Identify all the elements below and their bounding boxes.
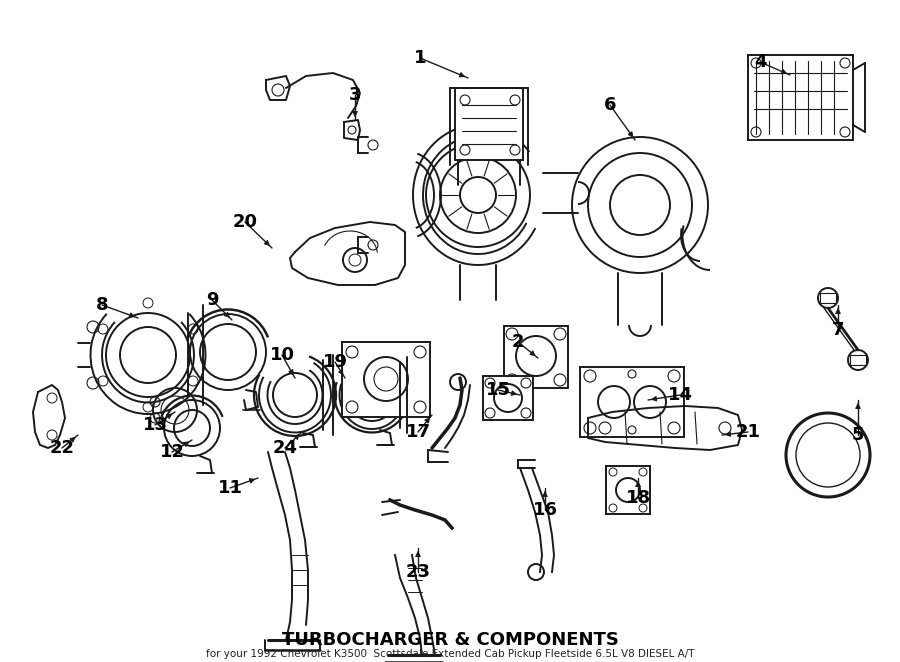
Text: 9: 9: [206, 291, 219, 309]
Text: 19: 19: [322, 353, 347, 371]
Text: 18: 18: [626, 489, 651, 507]
Text: 5: 5: [851, 426, 864, 444]
Text: 6: 6: [604, 96, 617, 114]
Text: 10: 10: [269, 346, 294, 364]
Bar: [850, 355, 866, 365]
Text: 24: 24: [273, 439, 298, 457]
Text: 21: 21: [735, 423, 760, 441]
Text: 13: 13: [142, 416, 167, 434]
Text: 23: 23: [406, 563, 430, 581]
Bar: [606, 466, 650, 514]
Bar: [580, 367, 684, 437]
Text: for your 1992 Chevrolet K3500  Scottsdale Extended Cab Pickup Fleetside 6.5L V8 : for your 1992 Chevrolet K3500 Scottsdale…: [206, 649, 694, 659]
Text: 20: 20: [232, 213, 257, 231]
Text: 4: 4: [754, 53, 766, 71]
Text: 12: 12: [159, 443, 184, 461]
Text: 14: 14: [668, 386, 692, 404]
Bar: [820, 293, 836, 303]
Text: 1: 1: [414, 49, 427, 67]
Text: 2: 2: [512, 333, 524, 351]
Text: TURBOCHARGER & COMPONENTS: TURBOCHARGER & COMPONENTS: [282, 631, 618, 649]
Bar: [748, 55, 853, 140]
Text: 11: 11: [218, 479, 242, 497]
Bar: [483, 376, 533, 420]
Text: 7: 7: [832, 321, 844, 339]
Bar: [342, 342, 430, 417]
Text: 3: 3: [349, 86, 361, 104]
Text: 16: 16: [533, 501, 557, 519]
Text: 8: 8: [95, 296, 108, 314]
Text: 22: 22: [50, 439, 75, 457]
Bar: [504, 326, 568, 388]
Bar: [455, 88, 523, 160]
Text: 17: 17: [406, 423, 430, 441]
Text: 15: 15: [485, 381, 510, 399]
